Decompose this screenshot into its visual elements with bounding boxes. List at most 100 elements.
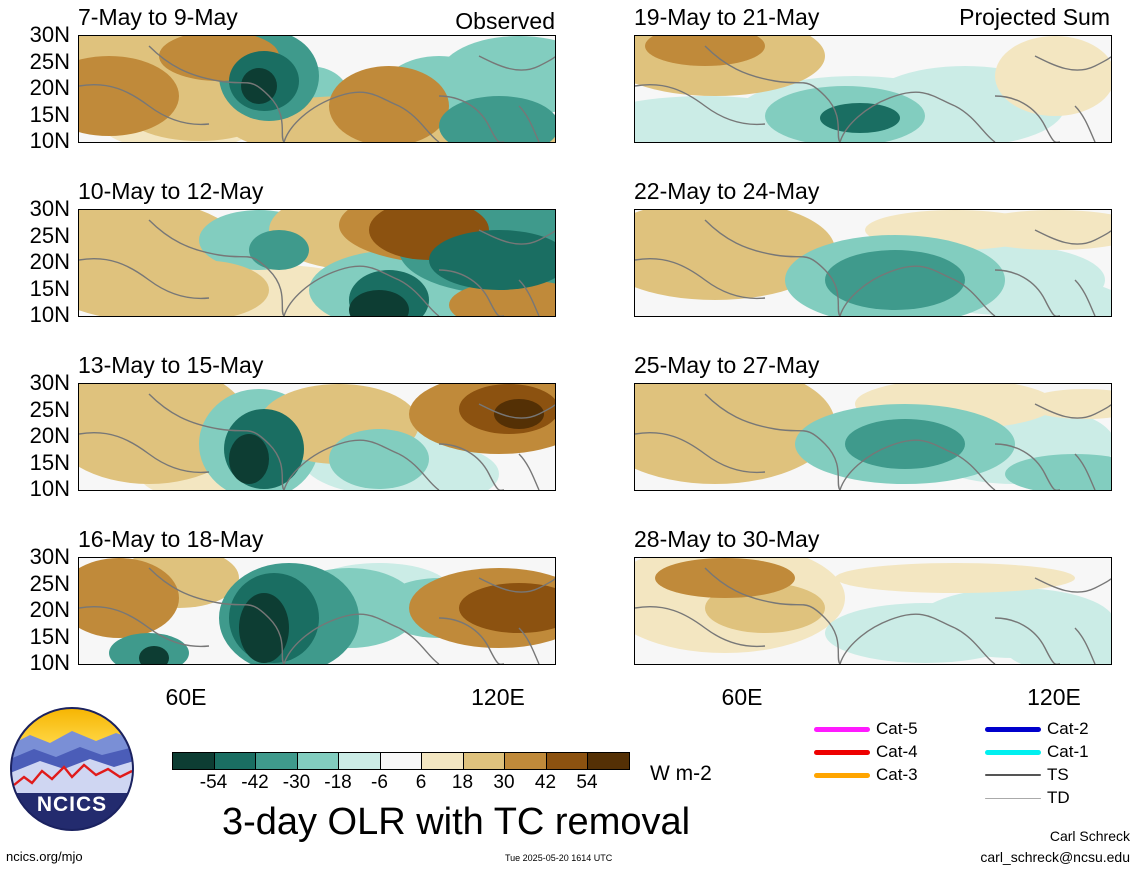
- olr-anomaly-region: [329, 66, 449, 142]
- y-tick-label: 20N: [29, 75, 70, 100]
- coastline: [79, 84, 210, 126]
- colorbar-swatch: [504, 752, 547, 770]
- coastline: [1074, 627, 1096, 664]
- y-tick-label: 30N: [29, 22, 70, 47]
- colorbar-tick-label: 54: [576, 772, 598, 793]
- ncics-logo: NCICS: [10, 707, 134, 831]
- panel-tag-projected-sum: Projected Sum: [959, 4, 1110, 30]
- coastline: [635, 84, 766, 126]
- coastline: [398, 105, 440, 142]
- x-tick-120e-right: 120E: [1027, 684, 1081, 710]
- coastline: [954, 279, 996, 316]
- x-tick-60e-left: 60E: [165, 684, 207, 710]
- coastline: [704, 567, 841, 664]
- coastline: [283, 439, 400, 490]
- olr-anomaly-region: [329, 429, 429, 489]
- legend-line: [985, 798, 1041, 799]
- olr-anomaly-region: [229, 434, 269, 484]
- olr-anomaly-region: [449, 280, 555, 316]
- y-tick-label: 25N: [29, 396, 70, 422]
- panel-title: 7-May to 9-May: [78, 4, 238, 30]
- coastline: [839, 91, 956, 142]
- legend-label: Cat-2: [1047, 719, 1089, 738]
- coastline: [704, 393, 841, 490]
- y-tick-label: 10N: [29, 650, 70, 675]
- coastline: [478, 403, 555, 419]
- y-tick-label: 15N: [29, 623, 70, 649]
- coastline: [635, 258, 766, 300]
- y-tick-label: 25N: [29, 222, 70, 248]
- y-tick-label: 15N: [29, 275, 70, 301]
- olr-anomaly-region: [1005, 454, 1111, 490]
- coastline: [704, 45, 841, 142]
- olr-anomaly-region: [1025, 389, 1111, 419]
- coastline: [954, 453, 996, 490]
- colorbar-tick-label: -6: [371, 772, 388, 793]
- legend-label: TD: [1047, 788, 1070, 807]
- coastline: [438, 617, 504, 664]
- colorbar-swatch: [587, 752, 630, 770]
- coastline: [148, 393, 285, 490]
- legend-line: [985, 774, 1041, 776]
- y-tick-label: 10N: [29, 128, 70, 153]
- y-tick-label: 20N: [29, 423, 70, 448]
- coastline: [1074, 279, 1096, 316]
- map-canvas: [634, 383, 1112, 491]
- coastline: [283, 613, 400, 664]
- panel-title: 28-May to 30-May: [634, 526, 820, 552]
- olr-anomaly-region: [835, 563, 1075, 593]
- y-tick-label: 10N: [29, 302, 70, 327]
- olr-anomaly-region: [1005, 623, 1111, 664]
- olr-anomaly-region: [439, 36, 555, 116]
- colorbar-swatch: [462, 752, 505, 770]
- coastline: [398, 627, 440, 664]
- y-tick-label: 15N: [29, 449, 70, 475]
- legend-label: TS: [1047, 765, 1069, 784]
- olr-anomaly-region: [820, 103, 900, 133]
- map-canvas: [78, 557, 556, 665]
- coastline: [79, 432, 210, 474]
- y-tick-label: 20N: [29, 249, 70, 274]
- map-canvas: [78, 209, 556, 317]
- coastline: [1074, 453, 1096, 490]
- coastline: [283, 91, 400, 142]
- legend-line: [985, 727, 1041, 732]
- coastline: [478, 577, 555, 593]
- coastline: [518, 105, 540, 142]
- coastline: [994, 95, 1060, 142]
- colorbar-tick-label: 30: [493, 772, 515, 793]
- olr-anomaly-region: [965, 210, 1111, 250]
- coastline: [839, 613, 956, 664]
- olr-anomaly-region: [995, 36, 1111, 116]
- legend-label: Cat-3: [876, 765, 918, 784]
- legend-line: [814, 750, 870, 755]
- olr-anomaly-region: [349, 290, 409, 316]
- coastline: [518, 453, 540, 490]
- coastline: [954, 105, 996, 142]
- olr-anomaly-region: [239, 593, 289, 663]
- coastline: [635, 606, 766, 648]
- coastline: [1034, 577, 1111, 593]
- panel-tag-observed: Observed: [455, 8, 555, 34]
- colorbar-swatch: [213, 752, 256, 770]
- coastline: [438, 95, 504, 142]
- coastline: [478, 229, 555, 245]
- coastline: [438, 443, 504, 490]
- coastline: [839, 439, 956, 490]
- y-tick-label: 20N: [29, 597, 70, 622]
- colorbar-tick-label: 42: [534, 772, 557, 793]
- colorbar-swatch: [338, 752, 381, 770]
- map-canvas: [78, 35, 556, 143]
- coastline: [398, 453, 440, 490]
- x-tick-60e-right: 60E: [721, 684, 763, 710]
- olr-anomaly-region: [635, 210, 835, 300]
- coastline: [1034, 403, 1111, 419]
- colorbar-unit: W m-2: [650, 762, 712, 785]
- legend-label: Cat-5: [876, 719, 918, 738]
- colorbar-tick-label: -30: [282, 772, 311, 793]
- coastline: [398, 279, 440, 316]
- map-canvas: [634, 35, 1112, 143]
- colorbar-tick-label: -18: [324, 772, 352, 793]
- footer-email: carl_schreck@ncsu.edu: [980, 849, 1130, 865]
- legend-line: [814, 773, 870, 778]
